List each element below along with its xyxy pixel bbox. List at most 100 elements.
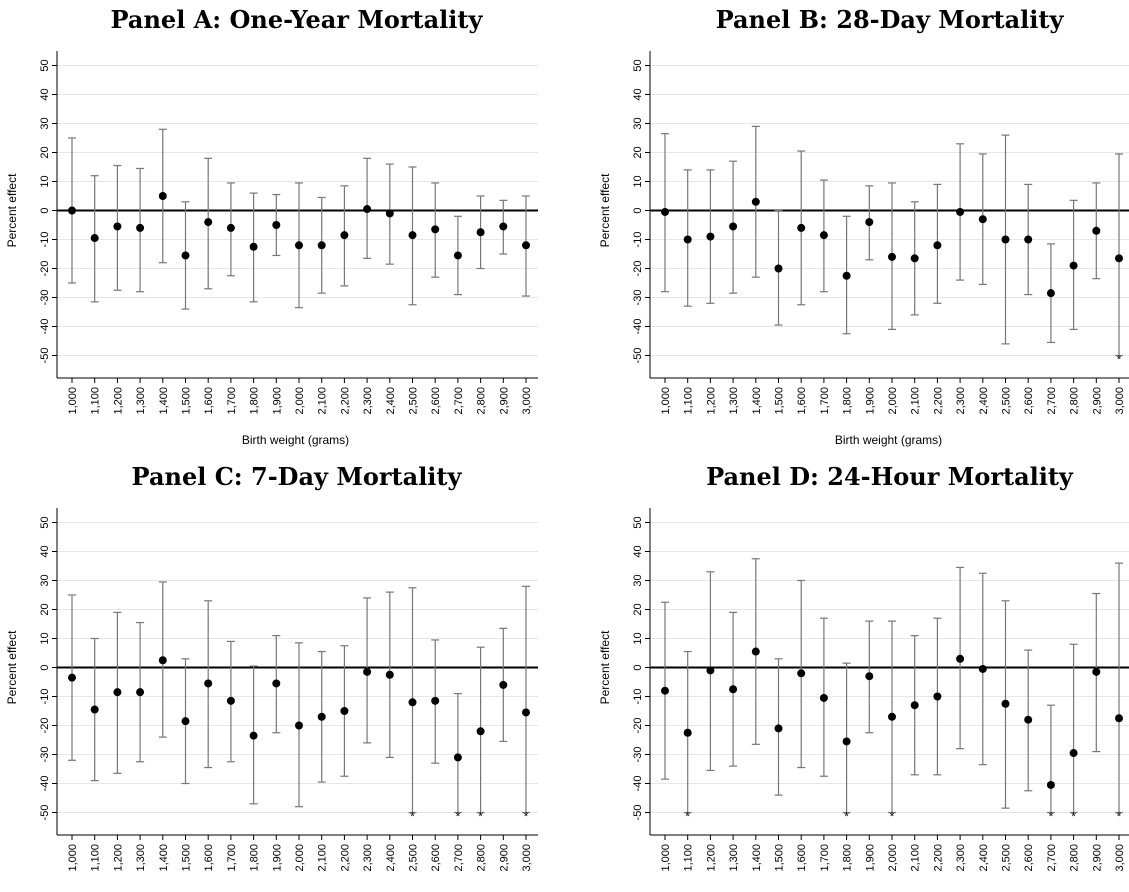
y-axis-label: Percent effect xyxy=(598,173,612,247)
y-tick-label: -30 xyxy=(39,290,51,306)
data-point xyxy=(1092,667,1101,676)
y-tick-label: 40 xyxy=(632,545,644,557)
y-axis-label: Percent effect xyxy=(598,630,612,704)
x-tick-label: 2,400 xyxy=(385,387,397,415)
x-tick-label: 3,000 xyxy=(1114,387,1126,415)
data-point xyxy=(1069,261,1078,270)
data-point xyxy=(956,654,965,663)
data-point xyxy=(956,207,965,216)
data-point xyxy=(453,251,462,260)
data-point xyxy=(797,669,806,678)
x-tick-label: 1,300 xyxy=(135,844,147,872)
x-tick-label: 1,300 xyxy=(728,387,740,415)
x-tick-label: 2,800 xyxy=(476,844,488,872)
y-tick-label: -30 xyxy=(632,290,644,306)
x-tick-label: 3,000 xyxy=(521,387,533,415)
data-point xyxy=(1069,749,1078,758)
data-point xyxy=(476,228,485,237)
data-point xyxy=(158,656,167,665)
x-tick-label: 2,900 xyxy=(1091,387,1103,415)
y-tick-label: 30 xyxy=(632,574,644,586)
data-point xyxy=(888,712,896,721)
x-tick-label: 1,200 xyxy=(705,387,717,415)
x-tick-label: 1,000 xyxy=(67,844,79,872)
data-point xyxy=(522,708,530,717)
y-tick-label: 40 xyxy=(39,545,51,557)
data-point xyxy=(226,696,235,705)
x-tick-label: 2,400 xyxy=(978,387,990,415)
x-tick-label: 1,600 xyxy=(796,387,808,415)
data-point xyxy=(774,264,783,273)
x-tick-label: 2,100 xyxy=(317,387,329,415)
x-tick-label: 2,400 xyxy=(385,844,397,872)
x-tick-label: 1,400 xyxy=(751,844,763,872)
y-tick-label: -20 xyxy=(632,261,644,277)
y-tick-label: 20 xyxy=(632,603,644,615)
x-tick-label: 2,300 xyxy=(362,844,374,872)
significance-star: * xyxy=(456,810,461,824)
y-tick-label: 0 xyxy=(632,207,644,213)
data-point xyxy=(272,221,281,229)
y-tick-label: 30 xyxy=(632,117,644,129)
data-point xyxy=(113,688,122,697)
x-tick-label: 1,800 xyxy=(249,387,261,415)
x-tick-label: 2,800 xyxy=(476,387,488,415)
y-tick-label: -20 xyxy=(39,718,51,734)
data-point xyxy=(978,664,987,673)
x-tick-label: 1,900 xyxy=(271,844,283,872)
x-axis-label: Birth weight (grams) xyxy=(835,433,942,447)
x-tick-label: 1,600 xyxy=(203,387,215,415)
data-point xyxy=(158,192,167,200)
data-point xyxy=(1046,289,1055,298)
x-tick-label: 1,200 xyxy=(112,844,124,872)
x-tick-label: 2,500 xyxy=(408,387,420,415)
x-tick-label: 2,000 xyxy=(294,844,306,872)
data-point xyxy=(204,218,213,227)
data-point xyxy=(249,731,258,740)
x-tick-label: 1,400 xyxy=(158,387,170,415)
data-point xyxy=(385,209,394,218)
data-point xyxy=(661,207,669,216)
y-axis-label: Percent effect xyxy=(5,630,19,704)
y-tick-label: 50 xyxy=(632,59,644,71)
data-point xyxy=(683,728,692,737)
x-tick-label: 1,400 xyxy=(751,387,763,415)
y-tick-label: -40 xyxy=(39,776,51,792)
x-tick-label: 2,200 xyxy=(339,387,351,415)
x-tick-label: 1,700 xyxy=(819,387,831,415)
data-point xyxy=(272,679,281,688)
x-tick-label: 1,700 xyxy=(819,844,831,872)
y-tick-label: -50 xyxy=(632,348,644,364)
y-tick-label: 30 xyxy=(39,117,51,129)
data-point xyxy=(431,696,440,705)
data-point xyxy=(90,234,99,243)
data-point xyxy=(113,222,122,231)
x-tick-label: 1,100 xyxy=(90,387,102,415)
data-point xyxy=(1115,254,1123,263)
x-tick-label: 1,700 xyxy=(226,387,238,415)
x-tick-label: 1,500 xyxy=(181,387,193,415)
x-tick-label: 1,100 xyxy=(683,387,695,415)
data-point xyxy=(706,232,715,241)
y-tick-label: -50 xyxy=(39,805,51,821)
y-tick-label: -10 xyxy=(632,689,644,705)
panel-2: Panel C: 7-Day Mortality -50 -40 -30 -20 -10 0… xyxy=(5,462,538,892)
data-point xyxy=(499,222,508,231)
x-axis-label: Birth weight (grams) xyxy=(242,433,349,447)
x-tick-label: 2,000 xyxy=(887,387,899,415)
data-point xyxy=(363,205,372,214)
data-point xyxy=(683,235,692,244)
significance-star: * xyxy=(410,810,415,824)
x-tick-label: 2,500 xyxy=(408,844,420,872)
x-tick-label: 1,900 xyxy=(271,387,283,415)
x-tick-label: 2,400 xyxy=(978,844,990,872)
data-point xyxy=(729,685,738,694)
x-tick-label: 2,300 xyxy=(362,387,374,415)
data-point xyxy=(68,673,76,682)
data-point xyxy=(522,241,530,250)
x-tick-label: 1,000 xyxy=(660,844,672,872)
y-tick-label: 10 xyxy=(39,175,51,187)
x-tick-label: 3,000 xyxy=(1114,844,1126,872)
y-tick-label: 50 xyxy=(632,516,644,528)
x-tick-label: 2,000 xyxy=(294,387,306,415)
